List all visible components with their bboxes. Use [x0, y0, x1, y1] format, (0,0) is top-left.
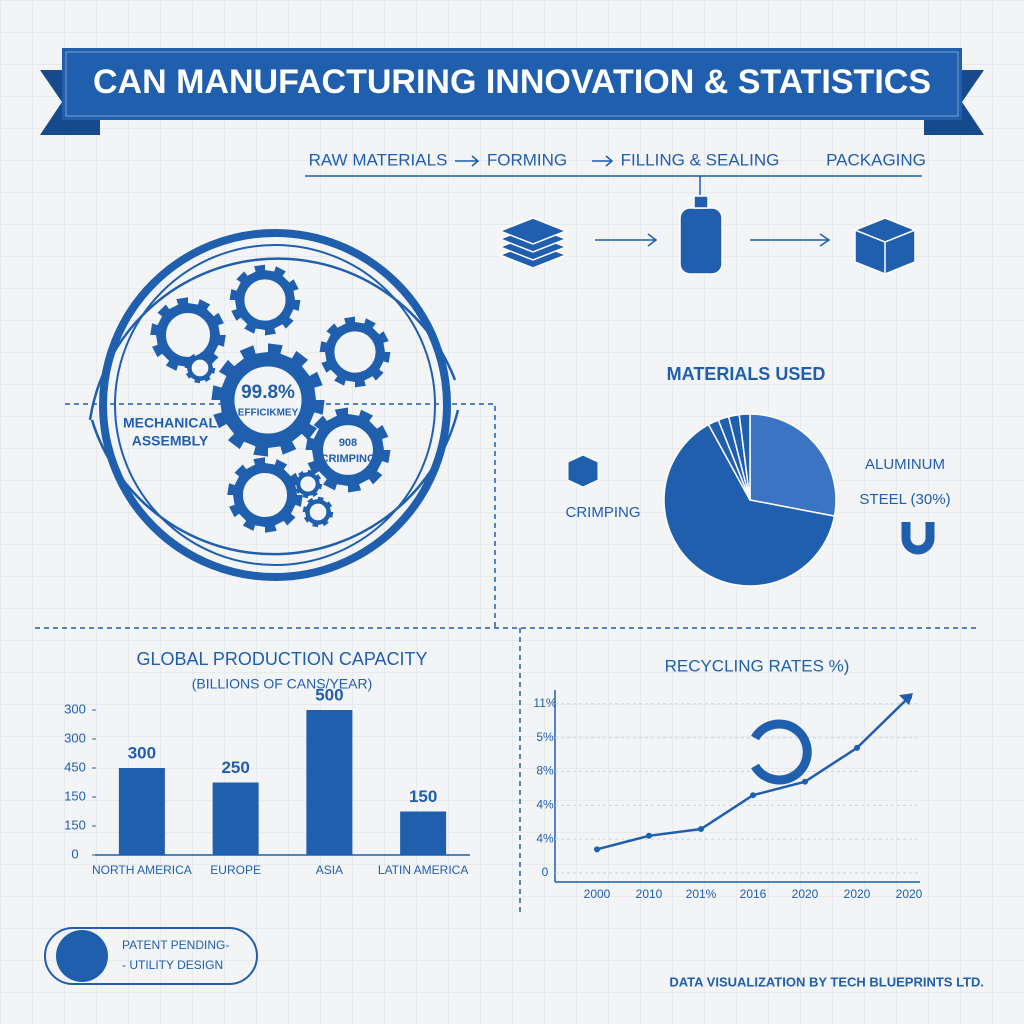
gear-hub	[240, 470, 290, 520]
x-tick-label: ASIA	[316, 863, 343, 877]
bar	[306, 710, 353, 855]
point	[802, 778, 808, 785]
gear-hub	[332, 329, 378, 375]
point	[854, 744, 860, 751]
x-tick-label: 2016	[740, 887, 767, 901]
y-tick-label: 11%	[533, 696, 556, 710]
value-label: 250	[221, 758, 249, 777]
point	[594, 846, 600, 853]
y-tick-label: 0	[542, 865, 549, 879]
badge	[44, 927, 258, 985]
efficiency-label: EFFICIKMEY	[238, 408, 299, 419]
page-title: CAN MANUFACTURING INNOVATION & STATISTIC…	[93, 63, 931, 101]
gear-hub	[163, 310, 213, 360]
footer: DATA VISUALIZATION BY TECH BLUEPRINTS LT…	[669, 974, 984, 989]
gear-hub	[321, 423, 375, 477]
x-tick-label: LATIN AMERICA	[378, 863, 468, 877]
cube-icon	[567, 454, 599, 488]
value-label: 300	[128, 743, 156, 762]
pie-slice	[749, 413, 837, 517]
arrow-head	[899, 693, 913, 706]
pie-slice	[663, 423, 836, 587]
flow-lines	[305, 155, 922, 247]
y-tick-label: 150	[64, 817, 86, 832]
flow-step: FILLING & SEALING	[621, 150, 780, 169]
assembly-label: MECHANICAL	[123, 415, 218, 431]
pie-label: ALUMINUM	[865, 456, 945, 473]
point	[698, 826, 704, 833]
y-tick-label: 300	[64, 730, 86, 745]
pie-slice	[738, 413, 751, 501]
x-tick-label: 2020	[896, 887, 923, 901]
gear-hub	[189, 357, 211, 379]
gear-frame	[35, 229, 980, 915]
gear-hub	[298, 474, 318, 494]
point	[646, 832, 652, 839]
crimping-label: 908	[339, 437, 357, 449]
efficiency: 99.8%	[241, 382, 295, 403]
flow-icons	[497, 195, 916, 275]
assembly-label: ASSEMBLY	[132, 433, 209, 449]
chart-subtitle: (BILLIONS OF CANS/YEAR)	[192, 676, 372, 692]
x-tick-label: 2020	[792, 887, 819, 901]
y-tick-label: 4%	[536, 798, 554, 812]
x-tick-label: 201%	[686, 887, 717, 901]
y-tick-label: 8%	[536, 764, 554, 778]
x-tick-label: 2000	[584, 887, 611, 901]
value-label: 150	[409, 787, 437, 806]
bar	[118, 768, 165, 855]
y-tick-label: 0	[71, 846, 78, 861]
x-tick-label: NORTH AMERICA	[92, 863, 192, 877]
banner	[40, 48, 984, 135]
flow-step: FORMING	[487, 150, 567, 169]
y-tick-label: 450	[64, 759, 86, 774]
bar	[212, 782, 259, 855]
gear-hub	[232, 364, 304, 436]
x-tick-label: 2020	[844, 887, 871, 901]
value-label: 500	[315, 685, 343, 704]
chart-title: RECYCLING RATES %)	[665, 656, 850, 675]
flow-step: PACKAGING	[826, 150, 926, 169]
chart-title: MATERIALS USED	[667, 364, 826, 384]
y-tick-label: 4%	[536, 831, 554, 845]
flow-step: RAW MATERIALS	[309, 150, 448, 169]
y-tick-label: 150	[64, 788, 86, 803]
bar	[400, 811, 447, 855]
point	[750, 792, 756, 799]
x-tick-label: EUROPE	[210, 863, 261, 877]
pie-label: STEEL (30%)	[859, 491, 950, 508]
magnet-icon	[901, 522, 935, 555]
x-tick-label: 2010	[636, 887, 663, 901]
badge-text: PATENT PENDING-	[122, 938, 229, 952]
badge-text: - UTILITY DESIGN	[122, 958, 223, 972]
y-tick-label: 5%	[536, 730, 554, 744]
annotation: CRIMPING	[566, 504, 641, 521]
gear-hub	[307, 501, 329, 523]
y-tick-label: 300	[64, 701, 86, 716]
gear-hub	[242, 277, 288, 323]
recycle-icon	[751, 719, 812, 785]
crimping-label: CRIMPING	[321, 453, 376, 465]
chart-title: GLOBAL PRODUCTION CAPACITY	[136, 649, 427, 669]
